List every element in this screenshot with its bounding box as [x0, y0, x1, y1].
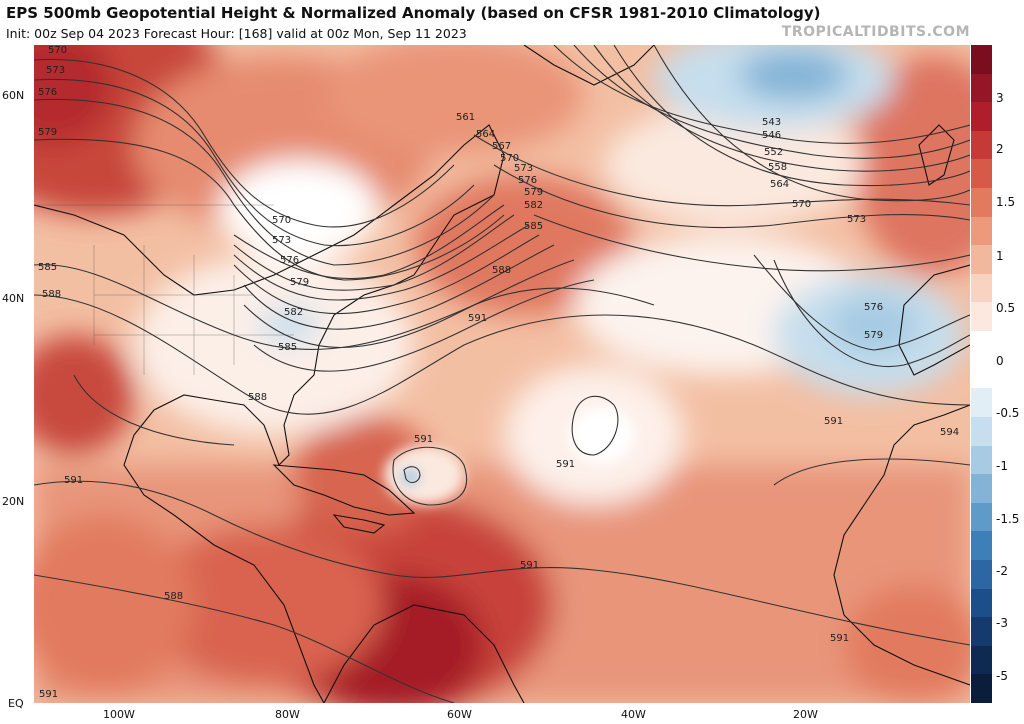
contour-label: 561 [456, 112, 475, 123]
colorbar-label: 0.5 [996, 301, 1016, 315]
contour-label: 585 [38, 262, 57, 273]
contour-label: 570 [792, 199, 811, 210]
contour-label: 579 [38, 127, 57, 138]
colorbar-segment [971, 216, 992, 246]
colorbar-segment [971, 474, 992, 504]
contour-label: 591 [468, 313, 487, 324]
colorbar-segment [971, 645, 992, 675]
contour-label: 585 [278, 342, 297, 353]
colorbar-label: -1.5 [996, 512, 1020, 526]
lat-label-60n: 60N [2, 89, 25, 102]
lat-label-eq: EQ [8, 697, 24, 710]
anomaly-field [34, 45, 970, 703]
contour-label: 585 [524, 221, 543, 232]
anomaly-map: 570 573 576 579 561 564 567 570 573 576 579 582 585 5… [34, 45, 970, 703]
colorbar-label: -2 [996, 564, 1008, 578]
colorbar-label: -5 [996, 669, 1008, 683]
colorbar-segment [971, 359, 992, 389]
contour-label: 564 [770, 179, 789, 190]
colorbar-segment [971, 102, 992, 132]
lat-label-40n: 40N [2, 292, 25, 305]
lon-label-20w: 20W [793, 708, 818, 721]
map-subtitle: Init: 00z Sep 04 2023 Forecast Hour: [16… [6, 26, 467, 41]
colorbar-label: 1.5 [996, 195, 1016, 209]
contour-label: 579 [864, 330, 883, 341]
contour-label: 591 [824, 416, 843, 427]
lon-label-100w: 100W [103, 708, 135, 721]
contour-label: 588 [42, 289, 61, 300]
colorbar-label: 3 [996, 91, 1004, 105]
colorbar-segment [971, 588, 992, 618]
colorbar-label: -0.5 [996, 406, 1020, 420]
contour-label: 591 [520, 560, 539, 571]
colorbar-segment [971, 159, 992, 189]
contour-label: 573 [272, 235, 291, 246]
contour-label: 573 [847, 214, 866, 225]
lon-label-80w: 80W [275, 708, 300, 721]
contour-label: 567 [492, 141, 511, 152]
contour-label: 591 [830, 633, 849, 644]
contour-labels: 5705735765795615645675705735765795825855… [38, 45, 959, 700]
contour-label: 576 [38, 87, 57, 98]
colorbar-segment [971, 617, 992, 647]
contour-label: 588 [164, 591, 183, 602]
contour-label: 570 [500, 153, 519, 164]
colorbar [971, 45, 992, 704]
contour-label: 579 [290, 277, 309, 288]
contour-label: 582 [284, 307, 303, 318]
contour-label: 576 [518, 175, 537, 186]
contour-label: 558 [768, 162, 787, 173]
colorbar-segment [971, 245, 992, 275]
colorbar-label: -1 [996, 459, 1008, 473]
contour-label: 588 [492, 265, 511, 276]
colorbar-label: 2 [996, 142, 1004, 156]
contour-label: 546 [762, 130, 781, 141]
colorbar-segment [971, 188, 992, 218]
colorbar-segment [971, 559, 992, 590]
contour-label: 576 [864, 302, 883, 313]
colorbar-label: 0 [996, 354, 1004, 368]
contour-label: 591 [556, 459, 575, 470]
lat-label-20n: 20N [2, 495, 25, 508]
contour-label: 573 [514, 163, 533, 174]
contour-label: 594 [940, 427, 959, 438]
contour-label: 564 [476, 129, 495, 140]
lon-label-40w: 40W [621, 708, 646, 721]
colorbar-segment [971, 416, 992, 446]
contour-label: 552 [764, 147, 783, 158]
colorbar-segment [971, 388, 992, 418]
contour-label: 579 [524, 187, 543, 198]
lon-label-60w: 60W [447, 708, 472, 721]
map-title: EPS 500mb Geopotential Height & Normaliz… [6, 4, 821, 22]
colorbar-segment [971, 45, 992, 75]
colorbar-segment [971, 502, 992, 532]
colorbar-segment [971, 130, 992, 160]
colorbar-segment [971, 273, 992, 303]
colorbar-segment [971, 531, 992, 561]
brand-watermark: TROPICALTIDBITS.COM [781, 24, 970, 40]
contour-label: 591 [64, 475, 83, 486]
contour-label: 573 [46, 65, 65, 76]
contour-label: 570 [48, 45, 67, 56]
contour-label: 588 [248, 392, 267, 403]
contour-label: 582 [524, 200, 543, 211]
colorbar-label: 1 [996, 249, 1004, 263]
height-contours [34, 45, 970, 703]
contour-label: 570 [272, 215, 291, 226]
coastlines [34, 45, 970, 703]
contour-label: 543 [762, 117, 781, 128]
contour-label: 591 [414, 434, 433, 445]
colorbar-segment [971, 73, 992, 103]
contour-label: 576 [280, 255, 299, 266]
colorbar-label: -3 [996, 616, 1008, 630]
colorbar-segment [971, 331, 992, 361]
contour-label: 591 [39, 689, 58, 700]
colorbar-segment [971, 302, 992, 332]
colorbar-segment [971, 674, 992, 704]
map-canvas: 5705735765795615645675705735765795825855… [34, 45, 970, 703]
colorbar-segment [971, 445, 992, 475]
